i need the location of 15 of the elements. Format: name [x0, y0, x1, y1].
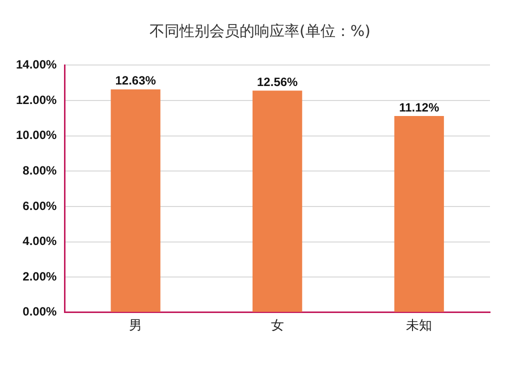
- data-label: 12.56%: [257, 74, 298, 89]
- x-tick-label: 男: [129, 318, 142, 334]
- data-label: 12.63%: [115, 74, 156, 88]
- data-label: 11.12%: [399, 100, 440, 114]
- y-tick-label: 4.00%: [22, 234, 58, 248]
- y-tick-label: 0.00%: [22, 304, 58, 319]
- y-tick-label: 8.00%: [22, 163, 58, 178]
- y-tick-label: 10.00%: [16, 128, 58, 142]
- y-tick-label: 6.00%: [22, 198, 58, 213]
- x-tick-label: 未知: [406, 318, 432, 334]
- y-tick-label: 12.00%: [16, 92, 58, 107]
- chart-title: 不同性别会员的响应率(单位：%): [148, 22, 372, 41]
- y-tick-label: 14.00%: [16, 58, 58, 72]
- x-tick-label: 女: [270, 318, 284, 334]
- y-tick-label: 2.00%: [22, 269, 58, 284]
